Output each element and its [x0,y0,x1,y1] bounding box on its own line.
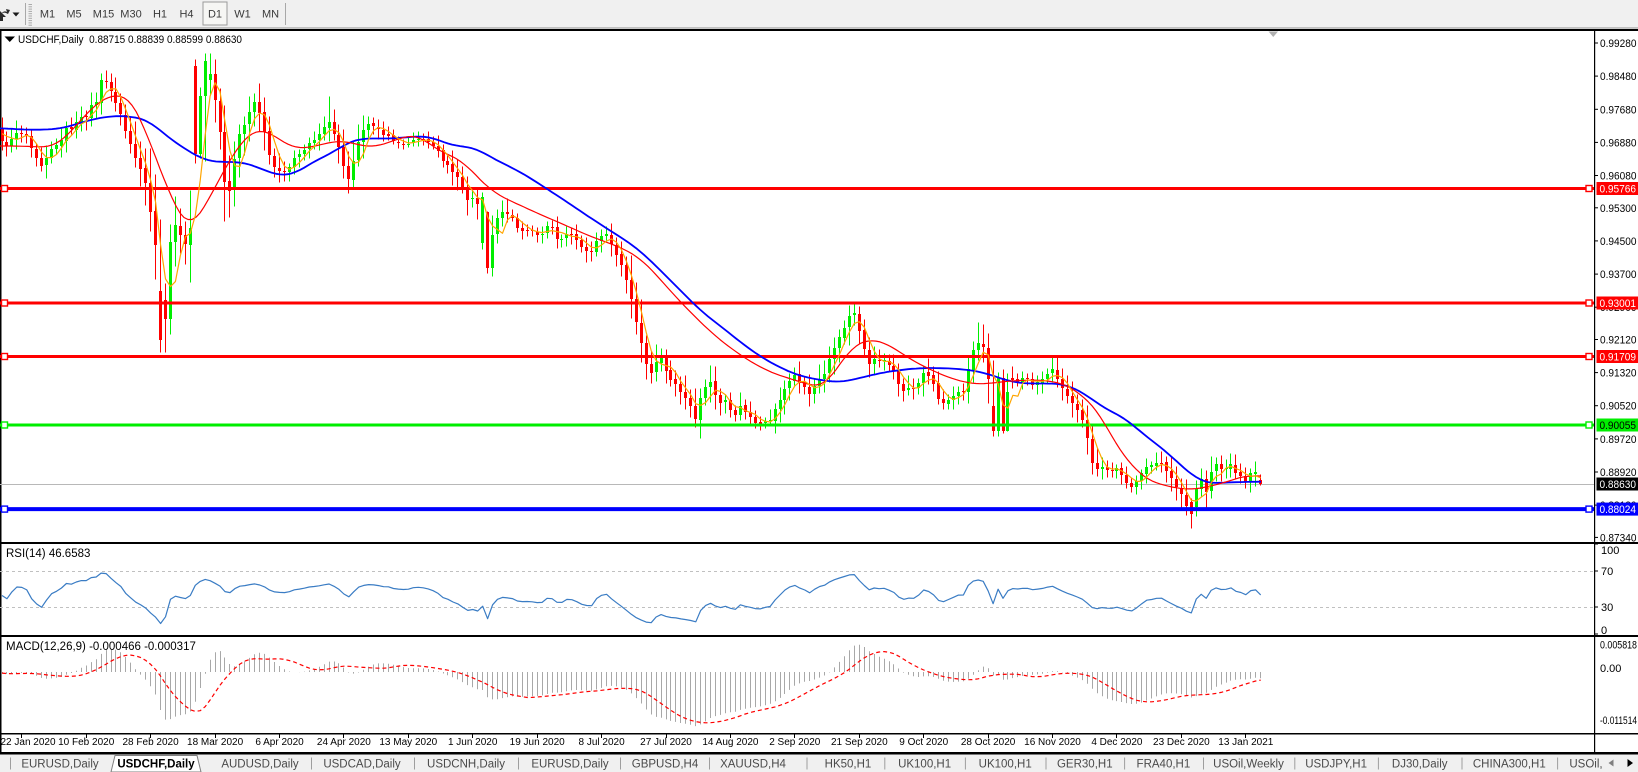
svg-text:M30: M30 [120,9,141,21]
svg-text:0.93700: 0.93700 [1600,269,1637,281]
svg-text:M5: M5 [66,9,81,21]
svg-text:0.93001: 0.93001 [1600,298,1637,310]
svg-text:0: 0 [1601,625,1607,637]
svg-text:0.97680: 0.97680 [1600,104,1637,116]
svg-text:M1: M1 [40,9,55,21]
svg-text:GBPUSD,H4: GBPUSD,H4 [632,759,699,771]
svg-text:GER30,H1: GER30,H1 [1057,759,1113,771]
svg-text:1 Jun 2020: 1 Jun 2020 [448,737,498,748]
svg-text:9 Oct 2020: 9 Oct 2020 [899,737,948,748]
svg-text:0.91709: 0.91709 [1600,352,1637,364]
svg-text:21 Sep 2020: 21 Sep 2020 [831,737,888,748]
svg-text:UK100,H1: UK100,H1 [898,759,951,771]
svg-text:0.92120: 0.92120 [1600,335,1637,347]
svg-text:0.96880: 0.96880 [1600,137,1637,149]
svg-text:0.87340: 0.87340 [1600,532,1637,544]
svg-text:13 May 2020: 13 May 2020 [379,737,437,748]
svg-text:16 Nov 2020: 16 Nov 2020 [1024,737,1081,748]
svg-text:0.90055: 0.90055 [1600,420,1637,432]
svg-text:28 Oct 2020: 28 Oct 2020 [961,737,1016,748]
svg-text:100: 100 [1601,545,1619,557]
svg-text:0.95766: 0.95766 [1600,184,1637,196]
svg-text:19 Jun 2020: 19 Jun 2020 [510,737,565,748]
svg-text:0.00: 0.00 [1600,663,1621,675]
svg-text:CHINA300,H1: CHINA300,H1 [1473,759,1546,771]
svg-text:0.99280: 0.99280 [1600,38,1637,50]
svg-text:0.89720: 0.89720 [1600,434,1637,446]
svg-text:0.91320: 0.91320 [1600,368,1637,380]
svg-text:23 Dec 2020: 23 Dec 2020 [1153,737,1210,748]
svg-text:18 Mar 2020: 18 Mar 2020 [187,737,244,748]
svg-text:H1: H1 [153,9,167,21]
svg-text:0.88024: 0.88024 [1600,504,1637,516]
svg-text:0.96080: 0.96080 [1600,171,1637,183]
svg-text:USOil,Weekly: USOil,Weekly [1213,759,1284,771]
svg-text:USDCHF,Daily 0.88715 0.88839: USDCHF,Daily 0.88715 0.88839 0.88599 0.8… [18,34,242,46]
svg-text:HK50,H1: HK50,H1 [825,759,872,771]
svg-text:H4: H4 [179,9,193,21]
svg-text:4 Dec 2020: 4 Dec 2020 [1091,737,1143,748]
svg-text:10 Feb 2020: 10 Feb 2020 [58,737,115,748]
svg-text:22 Jan 2020: 22 Jan 2020 [1,737,56,748]
svg-text:M15: M15 [93,9,114,21]
svg-text:W1: W1 [234,9,251,21]
svg-text:AUDUSD,Daily: AUDUSD,Daily [221,759,299,771]
svg-text:0.98480: 0.98480 [1600,71,1637,83]
svg-text:0.005818: 0.005818 [1600,640,1637,652]
svg-text:UK100,H1: UK100,H1 [979,759,1032,771]
svg-text:0.88630: 0.88630 [1600,479,1637,491]
svg-text:28 Feb 2020: 28 Feb 2020 [123,737,180,748]
svg-text:14 Aug 2020: 14 Aug 2020 [702,737,759,748]
svg-text:70: 70 [1601,566,1613,578]
svg-text:USDCHF,Daily: USDCHF,Daily [117,759,195,771]
svg-text:MACD(12,26,9) -0.000466 -0.000: MACD(12,26,9) -0.000466 -0.000317 [6,641,196,653]
svg-text:USDCAD,Daily: USDCAD,Daily [323,759,401,771]
svg-text:0.95300: 0.95300 [1600,203,1637,215]
svg-text:USDJPY,H1: USDJPY,H1 [1305,759,1367,771]
svg-text:24 Apr 2020: 24 Apr 2020 [317,737,371,748]
svg-text:30: 30 [1601,602,1613,614]
svg-text:EURUSD,Daily: EURUSD,Daily [21,759,99,771]
svg-text:-0.011514: -0.011514 [1600,715,1637,727]
svg-text:13 Jan 2021: 13 Jan 2021 [1218,737,1273,748]
svg-text:0.90520: 0.90520 [1600,401,1637,413]
svg-text:0.88920: 0.88920 [1600,467,1637,479]
svg-text:8 Jul 2020: 8 Jul 2020 [579,737,626,748]
svg-text:2 Sep 2020: 2 Sep 2020 [769,737,821,748]
svg-text:FRA40,H1: FRA40,H1 [1137,759,1191,771]
svg-text:D1: D1 [208,9,222,21]
svg-text:DJ30,Daily: DJ30,Daily [1392,759,1448,771]
svg-text:EURUSD,Daily: EURUSD,Daily [531,759,609,771]
svg-text:USOil,: USOil, [1569,759,1602,771]
svg-text:RSI(14) 46.6583: RSI(14) 46.6583 [6,548,90,560]
svg-text:6 Apr 2020: 6 Apr 2020 [255,737,304,748]
svg-text:0.94500: 0.94500 [1600,236,1637,248]
svg-text:MN: MN [262,9,279,21]
svg-text:27 Jul 2020: 27 Jul 2020 [640,737,692,748]
svg-text:USDCNH,Daily: USDCNH,Daily [427,759,505,771]
svg-text:XAUUSD,H4: XAUUSD,H4 [720,759,786,771]
